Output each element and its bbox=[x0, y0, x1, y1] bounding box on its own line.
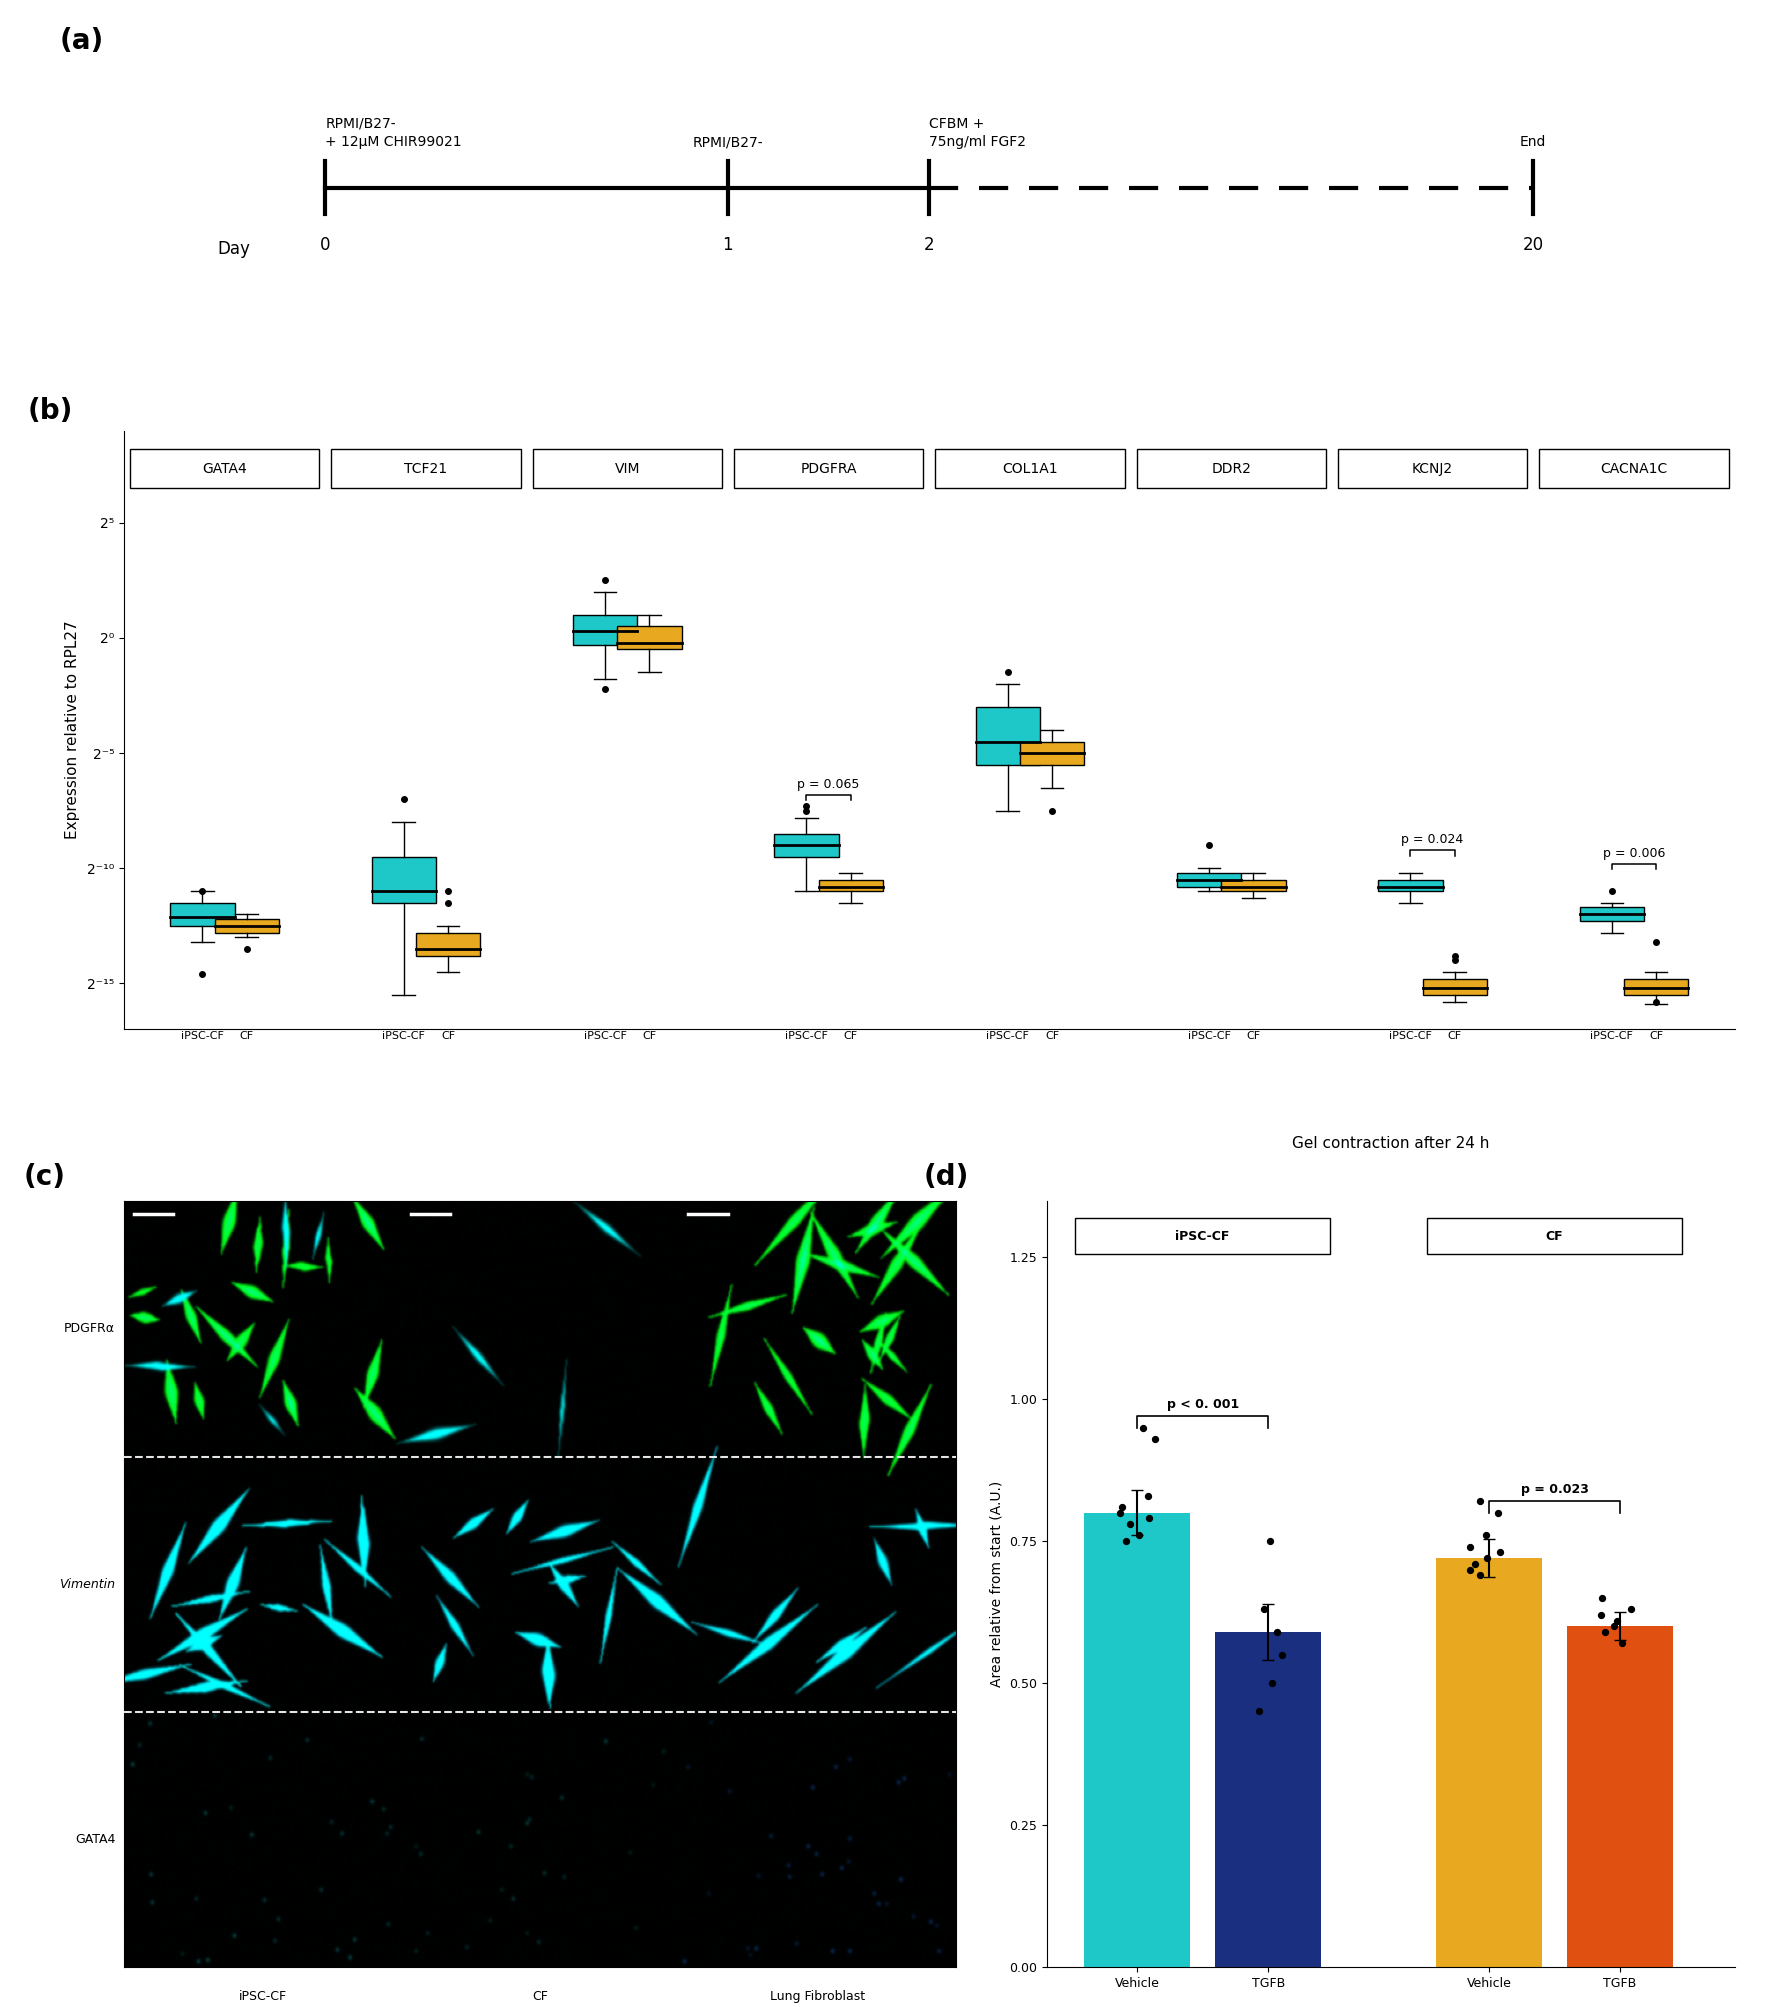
Point bbox=[1108, 1491, 1136, 1523]
Bar bbox=[129, 450, 319, 488]
Point bbox=[1483, 1497, 1512, 1529]
Text: (c): (c) bbox=[25, 1164, 65, 1192]
Text: 2: 2 bbox=[924, 235, 935, 253]
Text: (b): (b) bbox=[27, 397, 73, 425]
Bar bbox=[1379, 879, 1443, 891]
Text: p = 0.023: p = 0.023 bbox=[1520, 1483, 1588, 1495]
Text: (d): (d) bbox=[924, 1164, 968, 1192]
Point bbox=[1457, 1531, 1485, 1563]
Text: COL1A1: COL1A1 bbox=[1002, 462, 1058, 476]
Bar bbox=[618, 626, 681, 650]
Bar bbox=[1623, 979, 1689, 995]
Y-axis label: Area relative from start (A.U.): Area relative from start (A.U.) bbox=[989, 1481, 1004, 1686]
Bar bbox=[331, 450, 520, 488]
Bar bbox=[1423, 979, 1487, 995]
Point bbox=[1269, 1638, 1297, 1670]
Point bbox=[1604, 1604, 1632, 1636]
Point bbox=[1607, 1628, 1635, 1660]
Bar bbox=[1435, 1557, 1542, 1967]
Text: PDGFRA: PDGFRA bbox=[800, 462, 857, 476]
Text: Vimentin: Vimentin bbox=[58, 1578, 115, 1592]
Point bbox=[1264, 1616, 1292, 1648]
Y-axis label: Expression relative to RPL27: Expression relative to RPL27 bbox=[65, 620, 80, 839]
Text: Day: Day bbox=[218, 241, 251, 259]
Text: p = 0.024: p = 0.024 bbox=[1402, 833, 1464, 847]
Text: iPSC-CF: iPSC-CF bbox=[239, 1991, 287, 2003]
Text: 20: 20 bbox=[1522, 235, 1543, 253]
Bar bbox=[818, 879, 883, 891]
Point bbox=[1455, 1553, 1483, 1586]
Text: RPMI/B27-: RPMI/B27- bbox=[692, 134, 763, 149]
Point bbox=[1466, 1485, 1494, 1517]
Text: VIM: VIM bbox=[614, 462, 641, 476]
Text: 0: 0 bbox=[320, 235, 331, 253]
Point bbox=[1257, 1525, 1285, 1557]
Point bbox=[1112, 1525, 1140, 1557]
Bar bbox=[1338, 450, 1528, 488]
Point bbox=[1258, 1668, 1287, 1700]
Title: Gel contraction after 24 h: Gel contraction after 24 h bbox=[1292, 1136, 1490, 1150]
Text: CF: CF bbox=[1545, 1230, 1563, 1242]
Bar bbox=[1566, 1626, 1673, 1967]
Text: 1: 1 bbox=[722, 235, 733, 253]
Point bbox=[1250, 1594, 1278, 1626]
Point bbox=[1588, 1600, 1616, 1632]
Bar bbox=[1020, 741, 1085, 765]
Bar bbox=[1427, 1218, 1682, 1254]
Text: PDGFRα: PDGFRα bbox=[64, 1323, 115, 1335]
Bar bbox=[975, 706, 1041, 765]
Point bbox=[1591, 1616, 1620, 1648]
Text: GATA4: GATA4 bbox=[74, 1832, 115, 1846]
Point bbox=[1142, 1423, 1170, 1455]
Bar bbox=[1221, 879, 1285, 891]
Point bbox=[1466, 1559, 1494, 1592]
Bar bbox=[1074, 1218, 1331, 1254]
Text: CFBM +
75ng/ml FGF2: CFBM + 75ng/ml FGF2 bbox=[929, 116, 1027, 149]
Bar bbox=[1214, 1632, 1322, 1967]
Text: RPMI/B27-
+ 12μM CHIR99021: RPMI/B27- + 12μM CHIR99021 bbox=[326, 116, 462, 149]
Text: CACNA1C: CACNA1C bbox=[1600, 462, 1667, 476]
Point bbox=[1135, 1479, 1163, 1511]
Bar bbox=[1579, 907, 1644, 921]
Text: CF: CF bbox=[533, 1991, 549, 2003]
Text: End: End bbox=[1520, 134, 1547, 149]
Text: p = 0.065: p = 0.065 bbox=[798, 779, 860, 791]
Point bbox=[1471, 1519, 1499, 1551]
Text: TCF21: TCF21 bbox=[404, 462, 448, 476]
Bar bbox=[416, 933, 480, 955]
Text: (a): (a) bbox=[60, 28, 104, 56]
Bar bbox=[573, 614, 637, 644]
Text: p = 0.006: p = 0.006 bbox=[1604, 847, 1666, 861]
Point bbox=[1124, 1519, 1152, 1551]
Bar bbox=[1177, 873, 1241, 887]
Bar bbox=[773, 833, 839, 857]
Bar bbox=[533, 450, 722, 488]
Point bbox=[1106, 1497, 1135, 1529]
Point bbox=[1473, 1541, 1501, 1573]
Text: Lung Fibroblast: Lung Fibroblast bbox=[770, 1991, 866, 2003]
Text: DDR2: DDR2 bbox=[1211, 462, 1251, 476]
Point bbox=[1485, 1537, 1513, 1569]
Bar bbox=[1540, 450, 1729, 488]
Point bbox=[1616, 1594, 1644, 1626]
Text: p < 0. 001: p < 0. 001 bbox=[1166, 1397, 1239, 1411]
Point bbox=[1600, 1610, 1628, 1642]
Bar bbox=[214, 919, 280, 933]
Bar bbox=[1136, 450, 1326, 488]
Point bbox=[1115, 1507, 1143, 1539]
Bar bbox=[170, 903, 235, 925]
Bar bbox=[1083, 1513, 1191, 1967]
Point bbox=[1246, 1696, 1274, 1728]
Point bbox=[1462, 1547, 1490, 1580]
Point bbox=[1588, 1582, 1616, 1614]
Point bbox=[1135, 1503, 1163, 1535]
Text: KCNJ2: KCNJ2 bbox=[1412, 462, 1453, 476]
Text: iPSC-CF: iPSC-CF bbox=[1175, 1230, 1230, 1242]
Text: GATA4: GATA4 bbox=[202, 462, 248, 476]
Bar bbox=[372, 857, 435, 903]
Bar bbox=[735, 450, 924, 488]
Bar bbox=[935, 450, 1124, 488]
Point bbox=[1129, 1411, 1158, 1443]
